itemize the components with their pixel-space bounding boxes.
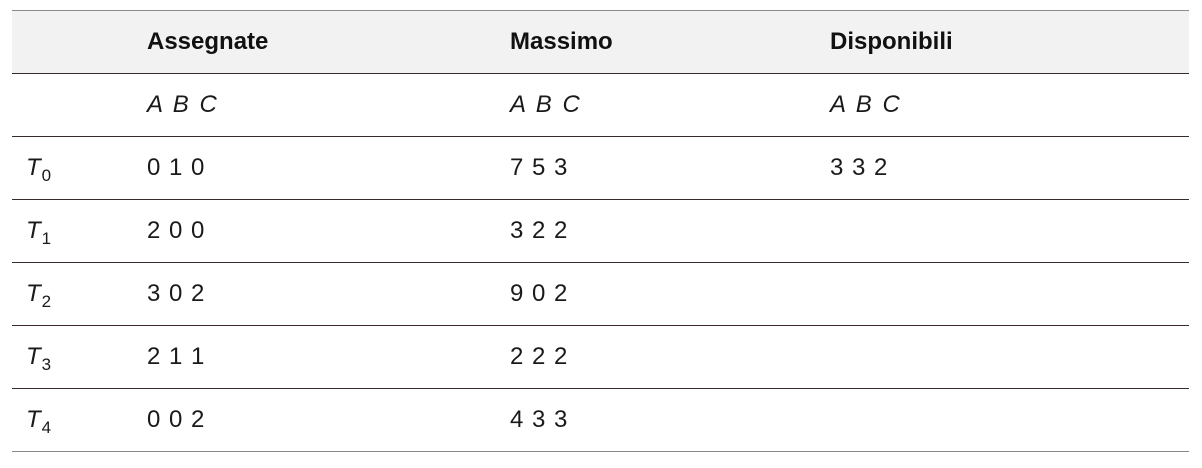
resource-labels-row: A B C A B C A B C [12,73,1189,137]
massimo-cell: 3 2 2 [498,199,818,263]
thread-label: T3 [12,325,135,389]
table-row: T3 2 1 1 2 2 2 [12,325,1189,389]
header-assegnate: Assegnate [147,28,269,55]
resource-allocation-table: Assegnate Massimo Disponibili A B C A B … [12,10,1189,452]
assegnate-resource-labels: A B C [135,73,498,137]
header-row: Assegnate Massimo Disponibili [12,10,1189,74]
disponibili-cell: 3 3 2 [818,136,1189,200]
assegnate-cell: 2 0 0 [135,199,498,263]
disponibili-cell [818,325,1189,389]
massimo-cell: 7 5 3 [498,136,818,200]
header-disponibili: Disponibili [830,28,953,55]
table-row: T4 0 0 2 4 3 3 [12,388,1189,452]
massimo-cell: 9 0 2 [498,262,818,326]
assegnate-cell: 3 0 2 [135,262,498,326]
header-massimo: Massimo [510,28,613,55]
massimo-resource-labels: A B C [498,73,818,137]
header-thread [12,11,135,74]
assegnate-cell: 0 0 2 [135,388,498,452]
resource-allocation-table-container: Assegnate Massimo Disponibili A B C A B … [12,10,1189,452]
resource-labels-empty-cell [12,73,135,137]
disponibili-resource-labels: A B C [818,73,1189,137]
assegnate-cell: 0 1 0 [135,136,498,200]
disponibili-cell [818,199,1189,263]
disponibili-cell [818,262,1189,326]
assegnate-cell: 2 1 1 [135,325,498,389]
thread-label: T4 [12,388,135,452]
table-row: T0 0 1 0 7 5 3 3 3 2 [12,136,1189,200]
disponibili-cell [818,388,1189,452]
massimo-cell: 4 3 3 [498,388,818,452]
massimo-cell: 2 2 2 [498,325,818,389]
table-row: T2 3 0 2 9 0 2 [12,262,1189,326]
thread-label: T2 [12,262,135,326]
thread-label: T0 [12,136,135,200]
thread-label: T1 [12,199,135,263]
table-row: T1 2 0 0 3 2 2 [12,199,1189,263]
